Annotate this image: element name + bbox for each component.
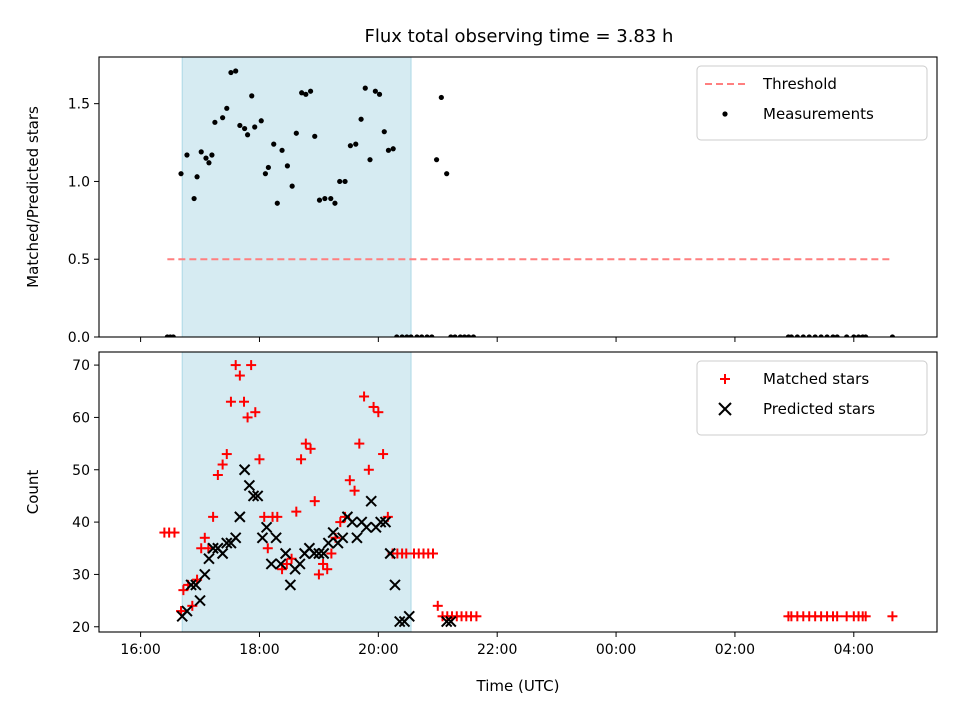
data-point bbox=[203, 156, 208, 161]
data-point bbox=[206, 160, 211, 165]
data-point bbox=[209, 152, 214, 157]
legend: Threshold Measurements bbox=[697, 66, 927, 140]
shaded-observing-window bbox=[182, 57, 411, 337]
x-tick-label: 00:00 bbox=[596, 642, 636, 658]
legend-label: Matched stars bbox=[763, 370, 869, 388]
data-point bbox=[317, 198, 322, 203]
data-point bbox=[363, 86, 368, 91]
y-tick-label: 0.5 bbox=[68, 252, 90, 268]
data-point bbox=[358, 117, 363, 122]
data-point bbox=[266, 165, 271, 170]
data-point bbox=[308, 89, 313, 94]
data-point bbox=[237, 123, 242, 128]
y-tick-label: 40 bbox=[72, 515, 90, 531]
legend-label: Predicted stars bbox=[763, 400, 875, 418]
data-point bbox=[242, 126, 247, 131]
data-point bbox=[434, 157, 439, 162]
legend-label: Threshold bbox=[762, 75, 837, 93]
data-point bbox=[191, 196, 196, 201]
y-tick-label: 70 bbox=[72, 358, 90, 374]
y-tick-label: 30 bbox=[72, 567, 90, 583]
legend-dot-handle bbox=[722, 111, 727, 116]
y-tick-label: 1.0 bbox=[68, 174, 90, 190]
x-tick-label: 22:00 bbox=[477, 642, 517, 658]
data-point bbox=[245, 132, 250, 137]
chart-title: Flux total observing time = 3.83 h bbox=[365, 26, 674, 47]
data-point bbox=[178, 171, 183, 176]
data-point bbox=[279, 148, 284, 153]
y-axis-label: Matched/Predicted stars bbox=[24, 106, 42, 288]
data-point bbox=[303, 92, 308, 97]
data-point bbox=[259, 118, 264, 123]
data-point bbox=[337, 179, 342, 184]
data-point bbox=[342, 179, 347, 184]
data-point bbox=[444, 171, 449, 176]
data-point bbox=[249, 93, 254, 98]
y-tick-label: 0.0 bbox=[68, 330, 90, 346]
data-point bbox=[275, 201, 280, 206]
x-tick-label: 04:00 bbox=[834, 642, 874, 658]
data-point bbox=[353, 142, 358, 147]
data-point bbox=[290, 184, 295, 189]
data-point bbox=[332, 201, 337, 206]
y-tick-label: 50 bbox=[72, 463, 90, 479]
legend: Matched stars Predicted stars bbox=[697, 361, 927, 435]
y-tick-label: 60 bbox=[72, 410, 90, 426]
data-point bbox=[199, 149, 204, 154]
data-point bbox=[212, 120, 217, 125]
data-point bbox=[285, 163, 290, 168]
y-tick-label: 1.5 bbox=[68, 97, 90, 113]
data-point bbox=[184, 152, 189, 157]
data-point bbox=[294, 131, 299, 136]
data-point bbox=[382, 129, 387, 134]
data-point bbox=[252, 124, 257, 129]
data-point bbox=[322, 196, 327, 201]
legend-label: Measurements bbox=[763, 105, 874, 123]
data-point bbox=[328, 196, 333, 201]
x-tick-label: 02:00 bbox=[715, 642, 755, 658]
x-axis-label: Time (UTC) bbox=[476, 677, 560, 695]
data-point bbox=[373, 89, 378, 94]
y-tick-label: 20 bbox=[72, 620, 90, 636]
data-point bbox=[391, 146, 396, 151]
data-point bbox=[233, 68, 238, 73]
data-point bbox=[271, 142, 276, 147]
data-point bbox=[220, 115, 225, 120]
x-tick-label: 16:00 bbox=[120, 642, 160, 658]
y-axis-label: Count bbox=[24, 470, 42, 515]
data-point bbox=[386, 148, 391, 153]
data-point bbox=[194, 174, 199, 179]
x-tick-label: 20:00 bbox=[358, 642, 398, 658]
data-point bbox=[312, 134, 317, 139]
figure: Flux total observing time = 3.83 h 0.0 0.… bbox=[0, 0, 960, 720]
data-point bbox=[348, 143, 353, 148]
x-tick-label: 18:00 bbox=[239, 642, 279, 658]
data-point bbox=[224, 106, 229, 111]
data-point bbox=[367, 157, 372, 162]
data-point bbox=[377, 92, 382, 97]
data-point bbox=[439, 95, 444, 100]
data-point bbox=[228, 70, 233, 75]
data-point bbox=[263, 171, 268, 176]
shaded-observing-window bbox=[182, 352, 411, 632]
